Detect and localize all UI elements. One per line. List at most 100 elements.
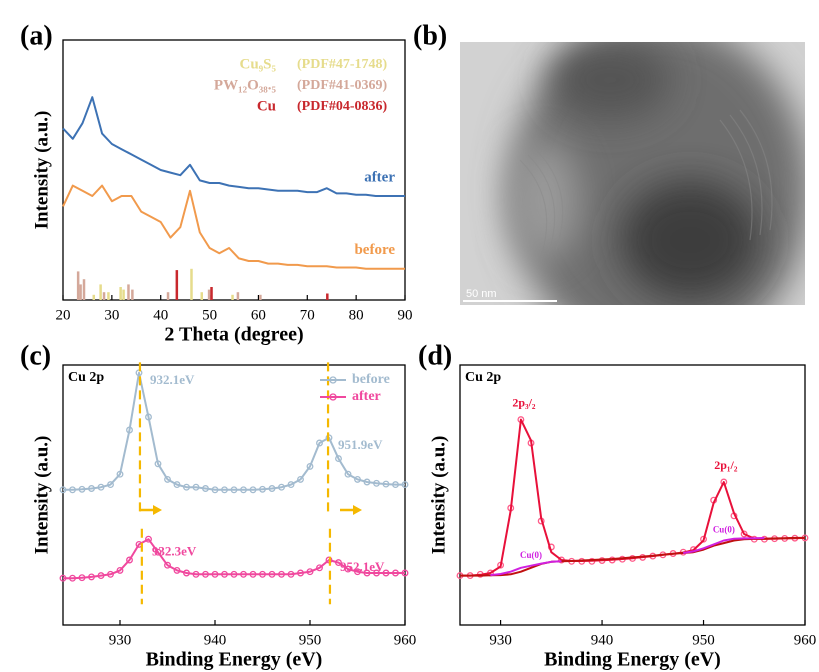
data-point xyxy=(164,475,171,483)
panel-label: (b) xyxy=(413,20,447,51)
data-point xyxy=(173,481,181,489)
data-point xyxy=(344,470,352,478)
data-point xyxy=(700,535,707,543)
y-axis-title: Intensity (a.u.) xyxy=(31,436,52,555)
data-point xyxy=(240,486,247,494)
reference-card: (PDF#04-0836) xyxy=(297,99,388,114)
peak-label: 932.3eV xyxy=(152,543,197,558)
panel-label: (d) xyxy=(418,340,452,371)
panel-label: (a) xyxy=(20,20,53,51)
x-tick-label: 30 xyxy=(104,307,119,323)
y-axis-title: Intensity (a.u.) xyxy=(428,436,449,555)
data-point xyxy=(59,574,67,582)
x-tick-label: 80 xyxy=(349,307,364,323)
data-point xyxy=(278,483,285,491)
data-point xyxy=(740,530,748,538)
data-point xyxy=(382,480,390,488)
data-point xyxy=(221,486,228,494)
reference-name: Cu xyxy=(257,98,276,114)
data-point xyxy=(173,566,181,574)
data-point xyxy=(88,573,95,581)
data-point xyxy=(145,535,152,543)
series-line xyxy=(460,418,806,577)
data-point xyxy=(316,564,323,572)
peak-label: 951.9eV xyxy=(338,437,383,452)
data-point xyxy=(278,570,285,578)
data-point xyxy=(126,426,133,434)
data-point xyxy=(240,570,247,578)
x-axis-title: Binding Energy (eV) xyxy=(146,649,323,671)
data-point xyxy=(116,470,124,478)
x-tick-label: 950 xyxy=(299,632,322,648)
reference-name: PW₁₂O₃₈.₅ xyxy=(214,77,277,93)
reference-card: (PDF#41-0369) xyxy=(297,78,388,93)
data-point xyxy=(230,486,238,494)
shift-arrows xyxy=(140,505,362,515)
plot-frame xyxy=(62,39,406,301)
data-point xyxy=(230,570,238,578)
data-point xyxy=(192,483,200,491)
data-point xyxy=(107,481,114,489)
legend-marker xyxy=(329,376,337,384)
y-axis-title: Intensity (a.u.) xyxy=(31,111,52,230)
data-point xyxy=(78,485,86,493)
x-tick-label: 930 xyxy=(489,632,512,648)
data-point xyxy=(287,481,295,489)
reference-card: (PDF#47-1748) xyxy=(297,57,388,72)
data-point xyxy=(126,556,133,564)
data-point xyxy=(401,569,409,577)
x-tick-label: 960 xyxy=(394,632,417,648)
panel-annotation: Cu 2p xyxy=(465,370,501,385)
data-point xyxy=(69,574,76,582)
data-point xyxy=(392,481,399,489)
plot-frame xyxy=(459,364,806,626)
x-tick-label: 60 xyxy=(251,307,266,323)
data-point xyxy=(392,569,399,577)
data-point xyxy=(88,485,95,492)
series-line xyxy=(490,560,562,577)
data-point xyxy=(97,483,105,491)
plot-frame xyxy=(62,364,406,626)
data-point xyxy=(373,479,380,487)
series-label: Cu(0) xyxy=(713,525,735,535)
data-point xyxy=(183,569,190,577)
data-point xyxy=(211,486,219,494)
data-point xyxy=(107,570,114,578)
panel-annotation: Cu 2p xyxy=(68,370,104,385)
data-point xyxy=(373,569,380,577)
data-point xyxy=(59,486,67,494)
data-point xyxy=(221,570,228,578)
data-point xyxy=(202,570,209,578)
data-point xyxy=(306,462,314,470)
x-tick-label: 70 xyxy=(300,307,315,323)
peak-label: 2p₁/₂ xyxy=(714,458,738,472)
data-point xyxy=(382,569,390,577)
data-point xyxy=(192,570,200,578)
data-point xyxy=(259,570,266,578)
series-label: Cu(0) xyxy=(520,550,542,560)
x-tick-label: 950 xyxy=(692,632,715,648)
series-label: after xyxy=(364,169,395,185)
series-label: before xyxy=(354,242,395,258)
data-point xyxy=(268,485,276,492)
series-line xyxy=(683,536,765,554)
x-tick-label: 90 xyxy=(398,307,413,323)
legend-label: before xyxy=(352,372,390,387)
panel-label: (c) xyxy=(20,340,51,371)
series-line xyxy=(460,536,805,577)
data-point xyxy=(164,561,171,569)
data-point xyxy=(354,475,361,483)
data-point xyxy=(297,569,304,577)
x-tick-label: 960 xyxy=(794,632,817,648)
data-point xyxy=(249,486,257,494)
series-line xyxy=(63,371,405,491)
data-point xyxy=(268,570,276,578)
data-point xyxy=(69,486,76,494)
tem-image xyxy=(460,42,805,305)
data-point xyxy=(154,460,162,468)
data-point xyxy=(116,566,124,574)
legend-marker xyxy=(329,393,337,401)
data-point xyxy=(316,439,323,447)
data-point xyxy=(202,485,209,492)
